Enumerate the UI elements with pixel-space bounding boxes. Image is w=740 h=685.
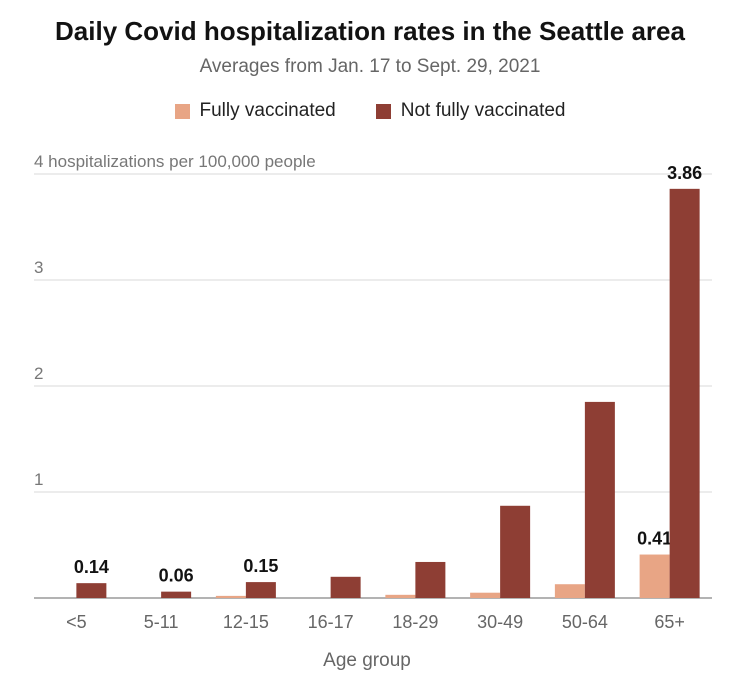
legend-label-not-fully-vaccinated: Not fully vaccinated	[400, 100, 566, 121]
y-tick-label-1: 1	[34, 470, 43, 489]
data-label-not-fully-vaccinated-1: 0.06	[159, 566, 194, 586]
chart-subtitle: Averages from Jan. 17 to Sept. 29, 2021	[199, 56, 541, 77]
legend: Fully vaccinated Not fully vaccinated	[0, 100, 740, 122]
x-tick-label-1: 5-11	[144, 612, 179, 632]
bar-fully-vaccinated-4	[385, 594, 416, 598]
bar-not-fully-vaccinated-7	[669, 188, 700, 598]
legend-swatch-fully-vaccinated	[174, 103, 190, 119]
x-tick-label-0: <5	[66, 612, 87, 632]
legend-label-fully-vaccinated: Fully vaccinated	[199, 100, 336, 121]
x-tick-label-7: 65+	[654, 612, 685, 632]
legend-item-not-fully-vaccinated: Not fully vaccinated	[375, 100, 566, 122]
data-label-fully-vaccinated-7: 0.41	[637, 529, 672, 549]
bar-not-fully-vaccinated-5	[500, 505, 531, 598]
chart-title: Daily Covid hospitalization rates in the…	[55, 16, 685, 46]
bar-not-fully-vaccinated-4	[415, 561, 446, 598]
x-tick-label-5: 30-49	[477, 612, 523, 632]
data-label-not-fully-vaccinated-0: 0.14	[74, 557, 109, 577]
bar-fully-vaccinated-2	[215, 595, 246, 598]
bar-fully-vaccinated-7	[639, 554, 670, 598]
x-axis-label: Age group	[323, 650, 411, 671]
y-tick-label-4: 4 hospitalizations per 100,000 people	[34, 152, 316, 171]
legend-swatch-not-fully-vaccinated	[375, 103, 391, 119]
bar-fully-vaccinated-6	[554, 584, 585, 598]
bar-not-fully-vaccinated-2	[245, 582, 276, 598]
x-tick-label-3: 16-17	[308, 612, 354, 632]
x-tick-label-4: 18-29	[392, 612, 438, 632]
bar-not-fully-vaccinated-1	[161, 591, 192, 598]
data-label-not-fully-vaccinated-7: 3.86	[667, 163, 702, 183]
y-tick-label-2: 2	[34, 364, 43, 383]
x-tick-label-6: 50-64	[562, 612, 608, 632]
bar-not-fully-vaccinated-3	[330, 576, 361, 598]
bar-fully-vaccinated-5	[470, 592, 501, 598]
data-label-not-fully-vaccinated-2: 0.15	[243, 556, 278, 576]
x-tick-label-2: 12-15	[223, 612, 269, 632]
legend-item-fully-vaccinated: Fully vaccinated	[174, 100, 336, 122]
bar-not-fully-vaccinated-6	[584, 401, 615, 598]
bar-not-fully-vaccinated-0	[76, 583, 107, 598]
y-tick-label-3: 3	[34, 258, 43, 277]
